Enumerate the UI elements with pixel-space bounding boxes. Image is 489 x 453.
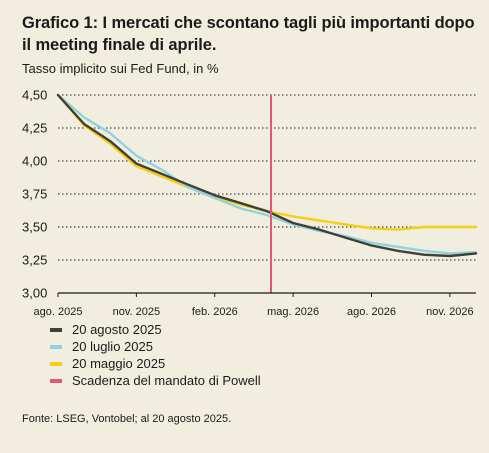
series-lines xyxy=(56,93,478,258)
y-tick-label: 4,25 xyxy=(22,121,47,136)
legend-label-jul2025: 20 luglio 2025 xyxy=(72,339,153,354)
legend-item-powell: Scadenza del mandato di Powell xyxy=(50,372,261,389)
y-tick-label: 3,50 xyxy=(22,220,47,235)
legend-item-jul2025: 20 luglio 2025 xyxy=(50,338,261,355)
legend-swatch-jul2025 xyxy=(50,344,62,349)
y-tick-label: 4,50 xyxy=(22,88,47,103)
series-line-aug2025 xyxy=(56,93,478,258)
chart-subtitle: Tasso implicito sui Fed Fund, in % xyxy=(22,61,219,76)
legend-swatch-powell xyxy=(50,378,62,383)
legend-label-may2025: 20 maggio 2025 xyxy=(72,356,166,371)
legend-item-may2025: 20 maggio 2025 xyxy=(50,355,261,372)
y-tick-label: 3,25 xyxy=(22,253,47,268)
x-tick-label: ago. 2026 xyxy=(347,306,396,318)
x-tick-label: ago. 2025 xyxy=(34,306,83,318)
legend-swatch-aug2025 xyxy=(50,327,62,332)
chart-title: Grafico 1: I mercati che scontano tagli … xyxy=(22,14,475,54)
series-line-jul2025 xyxy=(56,93,478,255)
y-tick-label: 3,00 xyxy=(22,286,47,301)
line-chart: 4,50 4,25 4,00 3,75 3,50 3,25 3,00 ago. 2025 no… xyxy=(22,88,478,318)
series-line-may2025 xyxy=(56,93,478,231)
legend-label-aug2025: 20 agosto 2025 xyxy=(72,322,162,337)
legend-swatch-may2025 xyxy=(50,361,62,366)
y-axis-ticks: 4,50 4,25 4,00 3,75 3,50 3,25 3,00 xyxy=(22,88,47,301)
grid-lines xyxy=(58,94,476,261)
x-tick-label: nov. 2026 xyxy=(426,306,474,318)
legend-item-aug2025: 20 agosto 2025 xyxy=(50,321,261,338)
legend-label-powell: Scadenza del mandato di Powell xyxy=(72,373,261,388)
legend: 20 agosto 2025 20 luglio 2025 20 maggio … xyxy=(50,321,261,389)
x-tick-label: feb. 2026 xyxy=(192,306,238,318)
source-note: Fonte: LSEG, Vontobel; al 20 agosto 2025… xyxy=(22,413,232,425)
x-tick-label: mag. 2026 xyxy=(267,306,319,318)
y-tick-label: 4,00 xyxy=(22,154,47,169)
x-axis-ticks: ago. 2025 nov. 2025 feb. 2026 mag. 2026 ago.… xyxy=(34,293,474,318)
y-tick-label: 3,75 xyxy=(22,187,47,202)
x-tick-label: nov. 2025 xyxy=(113,306,161,318)
